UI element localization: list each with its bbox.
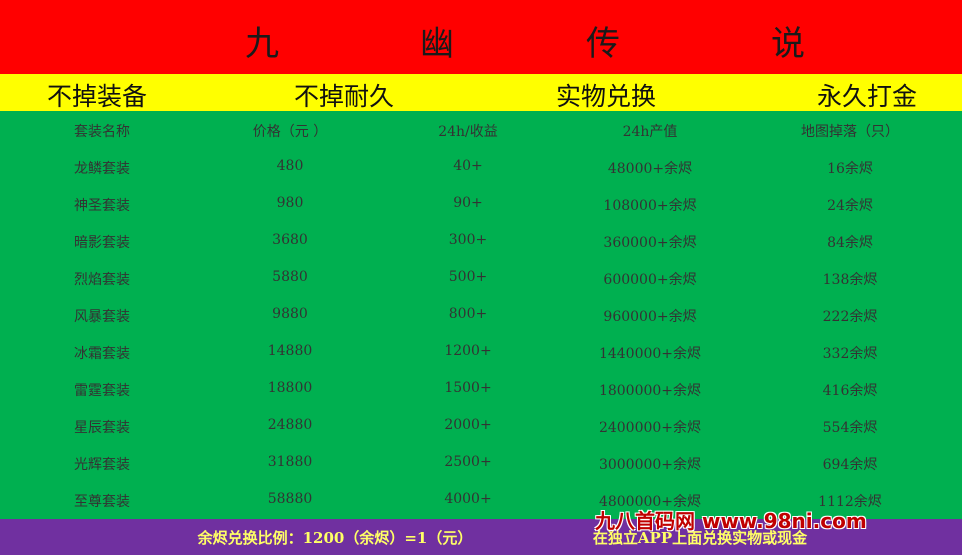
table-cell: 24880 xyxy=(267,417,313,433)
table-cell: 500+ xyxy=(448,269,488,285)
table-cell: 4800000+余烬 xyxy=(598,494,702,510)
table-cell: 24余烬 xyxy=(827,198,873,214)
suit-name: 冰霜套装 xyxy=(74,346,130,362)
table-cell: 31880 xyxy=(267,454,313,470)
exchange-ratio-text: 余烬兑换比例：1200（余烬）=1（元） xyxy=(197,529,473,547)
table-cell: 18800 xyxy=(267,380,313,396)
table-cell: 4000+ xyxy=(444,491,492,507)
column-header: 地图掉落（只） xyxy=(801,124,899,140)
title-char: 说 xyxy=(771,24,805,64)
table-cell: 138余烬 xyxy=(822,272,878,288)
table-cell: 416余烬 xyxy=(822,383,878,399)
table-cell: 108000+余烬 xyxy=(603,198,697,214)
table-cell: 1112余烬 xyxy=(818,494,882,510)
table-cell: 694余烬 xyxy=(822,457,878,473)
table-cell: 3680 xyxy=(272,232,308,248)
table-cell: 1800000+余烬 xyxy=(598,383,702,399)
suit-name: 星辰套装 xyxy=(74,420,130,436)
suit-name: 风暴套装 xyxy=(74,309,130,325)
table-cell: 48000+余烬 xyxy=(607,161,693,177)
column-header: 套装名称 xyxy=(74,124,130,140)
table-cell: 2000+ xyxy=(444,417,492,433)
table-cell: 3000000+余烬 xyxy=(598,457,702,473)
feature-banner: 不掉装备 不掉耐久 实物兑换 永久打金 xyxy=(0,74,962,111)
table-cell: 960000+余烬 xyxy=(603,309,697,325)
title-char: 幽 xyxy=(420,24,454,64)
table-cell: 480 xyxy=(276,158,304,174)
table-cell: 300+ xyxy=(448,232,488,248)
exchange-method-text: 在独立APP上面兑换实物或现金 xyxy=(592,529,808,547)
table-cell: 14880 xyxy=(267,343,313,359)
table-cell: 1200+ xyxy=(444,343,492,359)
table-cell: 2400000+余烬 xyxy=(598,420,702,436)
suit-name: 至尊套装 xyxy=(74,494,130,510)
table-cell: 84余烬 xyxy=(827,235,873,251)
table-cell: 980 xyxy=(276,195,304,211)
table-cell: 360000+余烬 xyxy=(603,235,697,251)
feature-label: 不掉装备 xyxy=(46,82,148,111)
table-cell: 332余烬 xyxy=(822,346,878,362)
column-header: 24h/收益 xyxy=(438,124,498,140)
column-header: 24h产值 xyxy=(622,124,678,140)
feature-label: 永久打金 xyxy=(816,82,918,111)
table-cell: 16余烬 xyxy=(827,161,873,177)
title-char: 九 xyxy=(245,24,279,64)
table-cell: 40+ xyxy=(453,158,483,174)
table-cell: 1500+ xyxy=(444,380,492,396)
column-header: 价格（元 ） xyxy=(252,124,328,140)
suit-name: 烈焰套装 xyxy=(74,272,130,288)
footer-banner: 余烬兑换比例：1200（余烬）=1（元） 在独立APP上面兑换实物或现金 xyxy=(0,519,962,555)
table-cell: 9880 xyxy=(272,306,308,322)
table-cell: 90+ xyxy=(453,195,483,211)
table-cell: 800+ xyxy=(448,306,488,322)
title-banner: 九幽传说 xyxy=(0,0,962,74)
suit-name: 雷霆套装 xyxy=(74,383,130,399)
suit-name: 神圣套装 xyxy=(74,198,130,214)
table-cell: 58880 xyxy=(267,491,313,507)
table-cell: 600000+余烬 xyxy=(603,272,697,288)
table-cell: 554余烬 xyxy=(822,420,878,436)
title-char: 传 xyxy=(586,24,620,64)
table-cell: 222余烬 xyxy=(822,309,878,325)
suit-name: 龙鳞套装 xyxy=(74,161,130,177)
feature-label: 不掉耐久 xyxy=(293,82,395,111)
table-cell: 2500+ xyxy=(444,454,492,470)
feature-label: 实物兑换 xyxy=(555,82,657,111)
suit-name: 暗影套装 xyxy=(74,235,130,251)
suit-name: 光辉套装 xyxy=(74,457,130,473)
table-cell: 1440000+余烬 xyxy=(598,346,702,362)
table-cell: 5880 xyxy=(272,269,308,285)
suit-table: 套装名称 价格（元 ） 24h/收益 24h产值 地图掉落（只） 龙鳞套装 480 40+ 48… xyxy=(0,111,962,519)
watermark: 九八首码网 www.98ni.com xyxy=(595,509,867,533)
